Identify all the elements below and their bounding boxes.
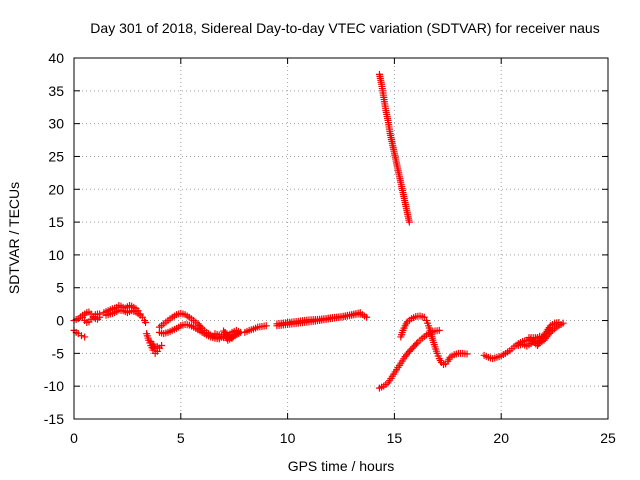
data-point <box>136 311 144 319</box>
data-point <box>405 218 413 226</box>
y-tick-label: 35 <box>48 83 64 99</box>
data-point <box>525 334 533 342</box>
y-tick-label: -15 <box>44 411 64 427</box>
data-series-seg-n <box>375 70 413 226</box>
y-tick-label: -10 <box>44 378 64 394</box>
data-series-seg-c <box>79 310 104 327</box>
data-points <box>70 70 567 392</box>
data-point <box>412 340 420 348</box>
y-axis-title: SDTVAR / TECUs <box>6 182 22 294</box>
data-point <box>142 319 150 327</box>
data-series-seg-a <box>70 326 89 341</box>
data-point <box>262 322 270 330</box>
data-series-seg-i <box>155 320 223 343</box>
grid-lines <box>74 58 608 419</box>
data-series-seg-p <box>397 312 471 369</box>
data-point <box>555 319 563 327</box>
data-point <box>81 333 89 341</box>
y-tick-label: 25 <box>48 148 64 164</box>
data-point <box>527 335 535 343</box>
data-point <box>363 313 371 321</box>
data-point <box>226 333 234 341</box>
x-tick-label: 5 <box>177 430 185 446</box>
data-point <box>559 319 567 327</box>
data-point <box>96 310 104 318</box>
x-axis-ticks: 0 5 10 15 20 25 <box>70 58 616 446</box>
data-series-seg-o <box>375 326 443 392</box>
y-tick-label: 0 <box>56 313 64 329</box>
y-axis-ticks: -15 -10 -5 0 5 10 15 20 25 30 35 40 <box>44 50 608 427</box>
data-point <box>356 309 364 317</box>
data-series-seg-r <box>514 319 563 350</box>
data-point <box>153 343 161 351</box>
y-tick-label: 30 <box>48 116 64 132</box>
y-tick-label: 15 <box>48 214 64 230</box>
data-series-seg-g <box>147 338 161 352</box>
y-tick-label: 5 <box>56 280 64 296</box>
y-tick-label: 20 <box>48 181 64 197</box>
x-tick-label: 20 <box>493 430 509 446</box>
data-series-seg-m <box>273 309 364 328</box>
data-point <box>77 332 85 340</box>
chart-title: Day 301 of 2018, Sidereal Day-to-day VTE… <box>90 20 599 36</box>
data-point <box>528 337 536 345</box>
x-tick-label: 25 <box>600 430 616 446</box>
x-tick-label: 10 <box>280 430 296 446</box>
y-tick-label: 40 <box>48 50 64 66</box>
y-tick-label: -5 <box>52 345 65 361</box>
x-tick-label: 15 <box>387 430 403 446</box>
data-point <box>463 350 471 358</box>
x-axis-title: GPS time / hours <box>288 458 395 474</box>
data-series-seg-e <box>102 306 144 319</box>
data-series-seg-j <box>211 326 245 344</box>
data-point <box>158 341 166 349</box>
data-series-seg-k <box>241 322 270 336</box>
x-tick-label: 0 <box>70 430 78 446</box>
y-tick-label: 10 <box>48 247 64 263</box>
plot-frame <box>73 57 609 420</box>
data-point <box>228 334 236 342</box>
data-point <box>435 326 443 334</box>
